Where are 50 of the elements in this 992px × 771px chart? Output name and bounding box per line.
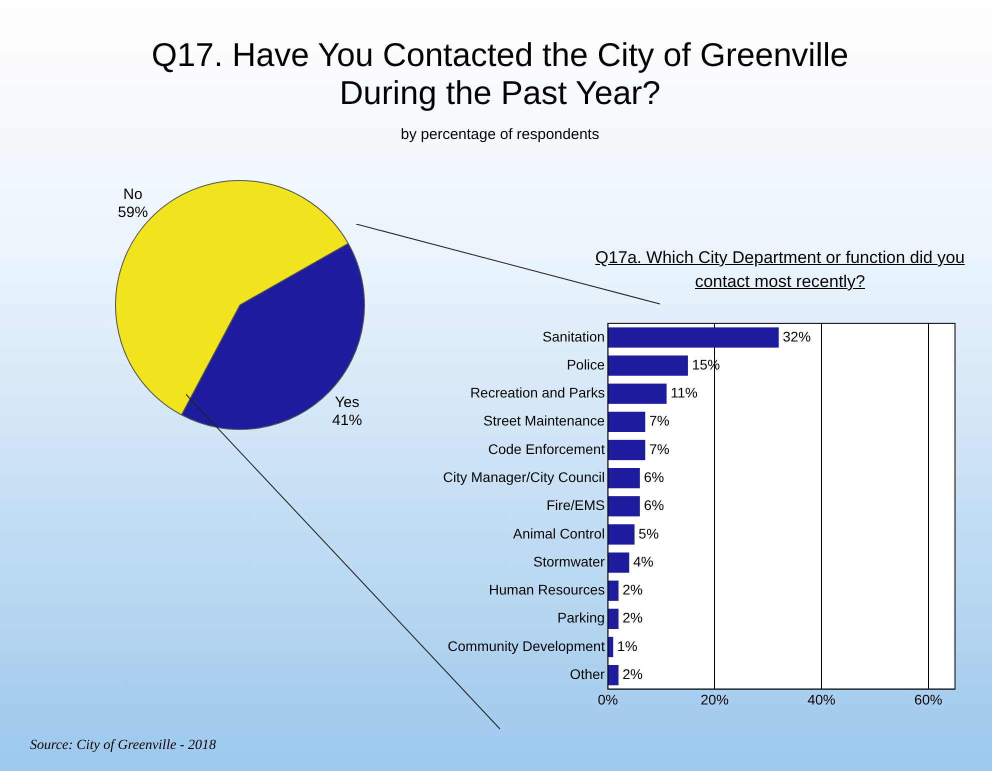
bar xyxy=(608,327,779,348)
data-label: 7% xyxy=(649,412,670,429)
bar xyxy=(608,384,667,404)
slice-label: Yes xyxy=(334,394,360,412)
y-tick-label: Animal Control xyxy=(513,525,605,542)
bar xyxy=(608,355,688,376)
text: Q17. Have You Contacted the City of Greenville During the Past Year? xyxy=(150,36,850,112)
x-tick-label: 40% xyxy=(807,691,836,708)
y-tick-label: Street Maintenance xyxy=(483,412,606,429)
data-label: 7% xyxy=(649,440,670,457)
data-label: 4% xyxy=(633,553,654,570)
data-label: 6% xyxy=(644,497,664,514)
x-tick-label: 0% xyxy=(598,691,618,708)
bar xyxy=(608,496,640,516)
y-tick-label: Parking xyxy=(557,610,605,626)
bar xyxy=(608,412,646,432)
y-tick-label: Fire/EMS xyxy=(546,497,605,514)
data-label: 11% xyxy=(670,384,698,401)
chart-title: Q17a. Which City Department or function did you contact most recently? xyxy=(594,247,966,293)
data-label: 1% xyxy=(617,638,638,654)
bar xyxy=(608,524,635,545)
y-tick-label: Recreation and Parks xyxy=(470,384,605,401)
text: by percentage of respondents xyxy=(400,126,600,143)
y-tick-label: Code Enforcement xyxy=(488,440,605,457)
source-note: Source: City of Greenville - 2018 xyxy=(30,738,216,754)
bar xyxy=(608,665,619,686)
y-tick-label: Police xyxy=(566,356,606,372)
bar xyxy=(608,636,614,658)
data-label: 6% xyxy=(644,469,664,486)
x-tick-label: 20% xyxy=(700,691,729,708)
x-tick-label: 60% xyxy=(914,691,942,708)
data-label: 2% xyxy=(622,666,643,682)
data-label: 32% xyxy=(782,328,811,344)
y-tick-label: City Manager/City Council xyxy=(442,469,605,486)
data-label: 5% xyxy=(638,525,659,542)
bar xyxy=(608,468,640,488)
data-label: 59% xyxy=(118,204,148,221)
slice-label: No xyxy=(123,186,142,203)
y-tick-label: Human Resources xyxy=(488,582,605,598)
bar xyxy=(608,608,619,629)
y-tick-label: Community Development xyxy=(448,638,605,654)
y-tick-label: Stormwater xyxy=(533,553,606,570)
data-label: 2% xyxy=(622,582,643,598)
bar xyxy=(608,580,619,601)
y-tick-label: Other xyxy=(570,666,606,682)
data-label: 41% xyxy=(332,412,362,430)
data-label: 2% xyxy=(622,610,643,626)
bar xyxy=(608,440,646,460)
bar xyxy=(608,552,630,573)
y-tick-label: Sanitation xyxy=(542,328,605,344)
